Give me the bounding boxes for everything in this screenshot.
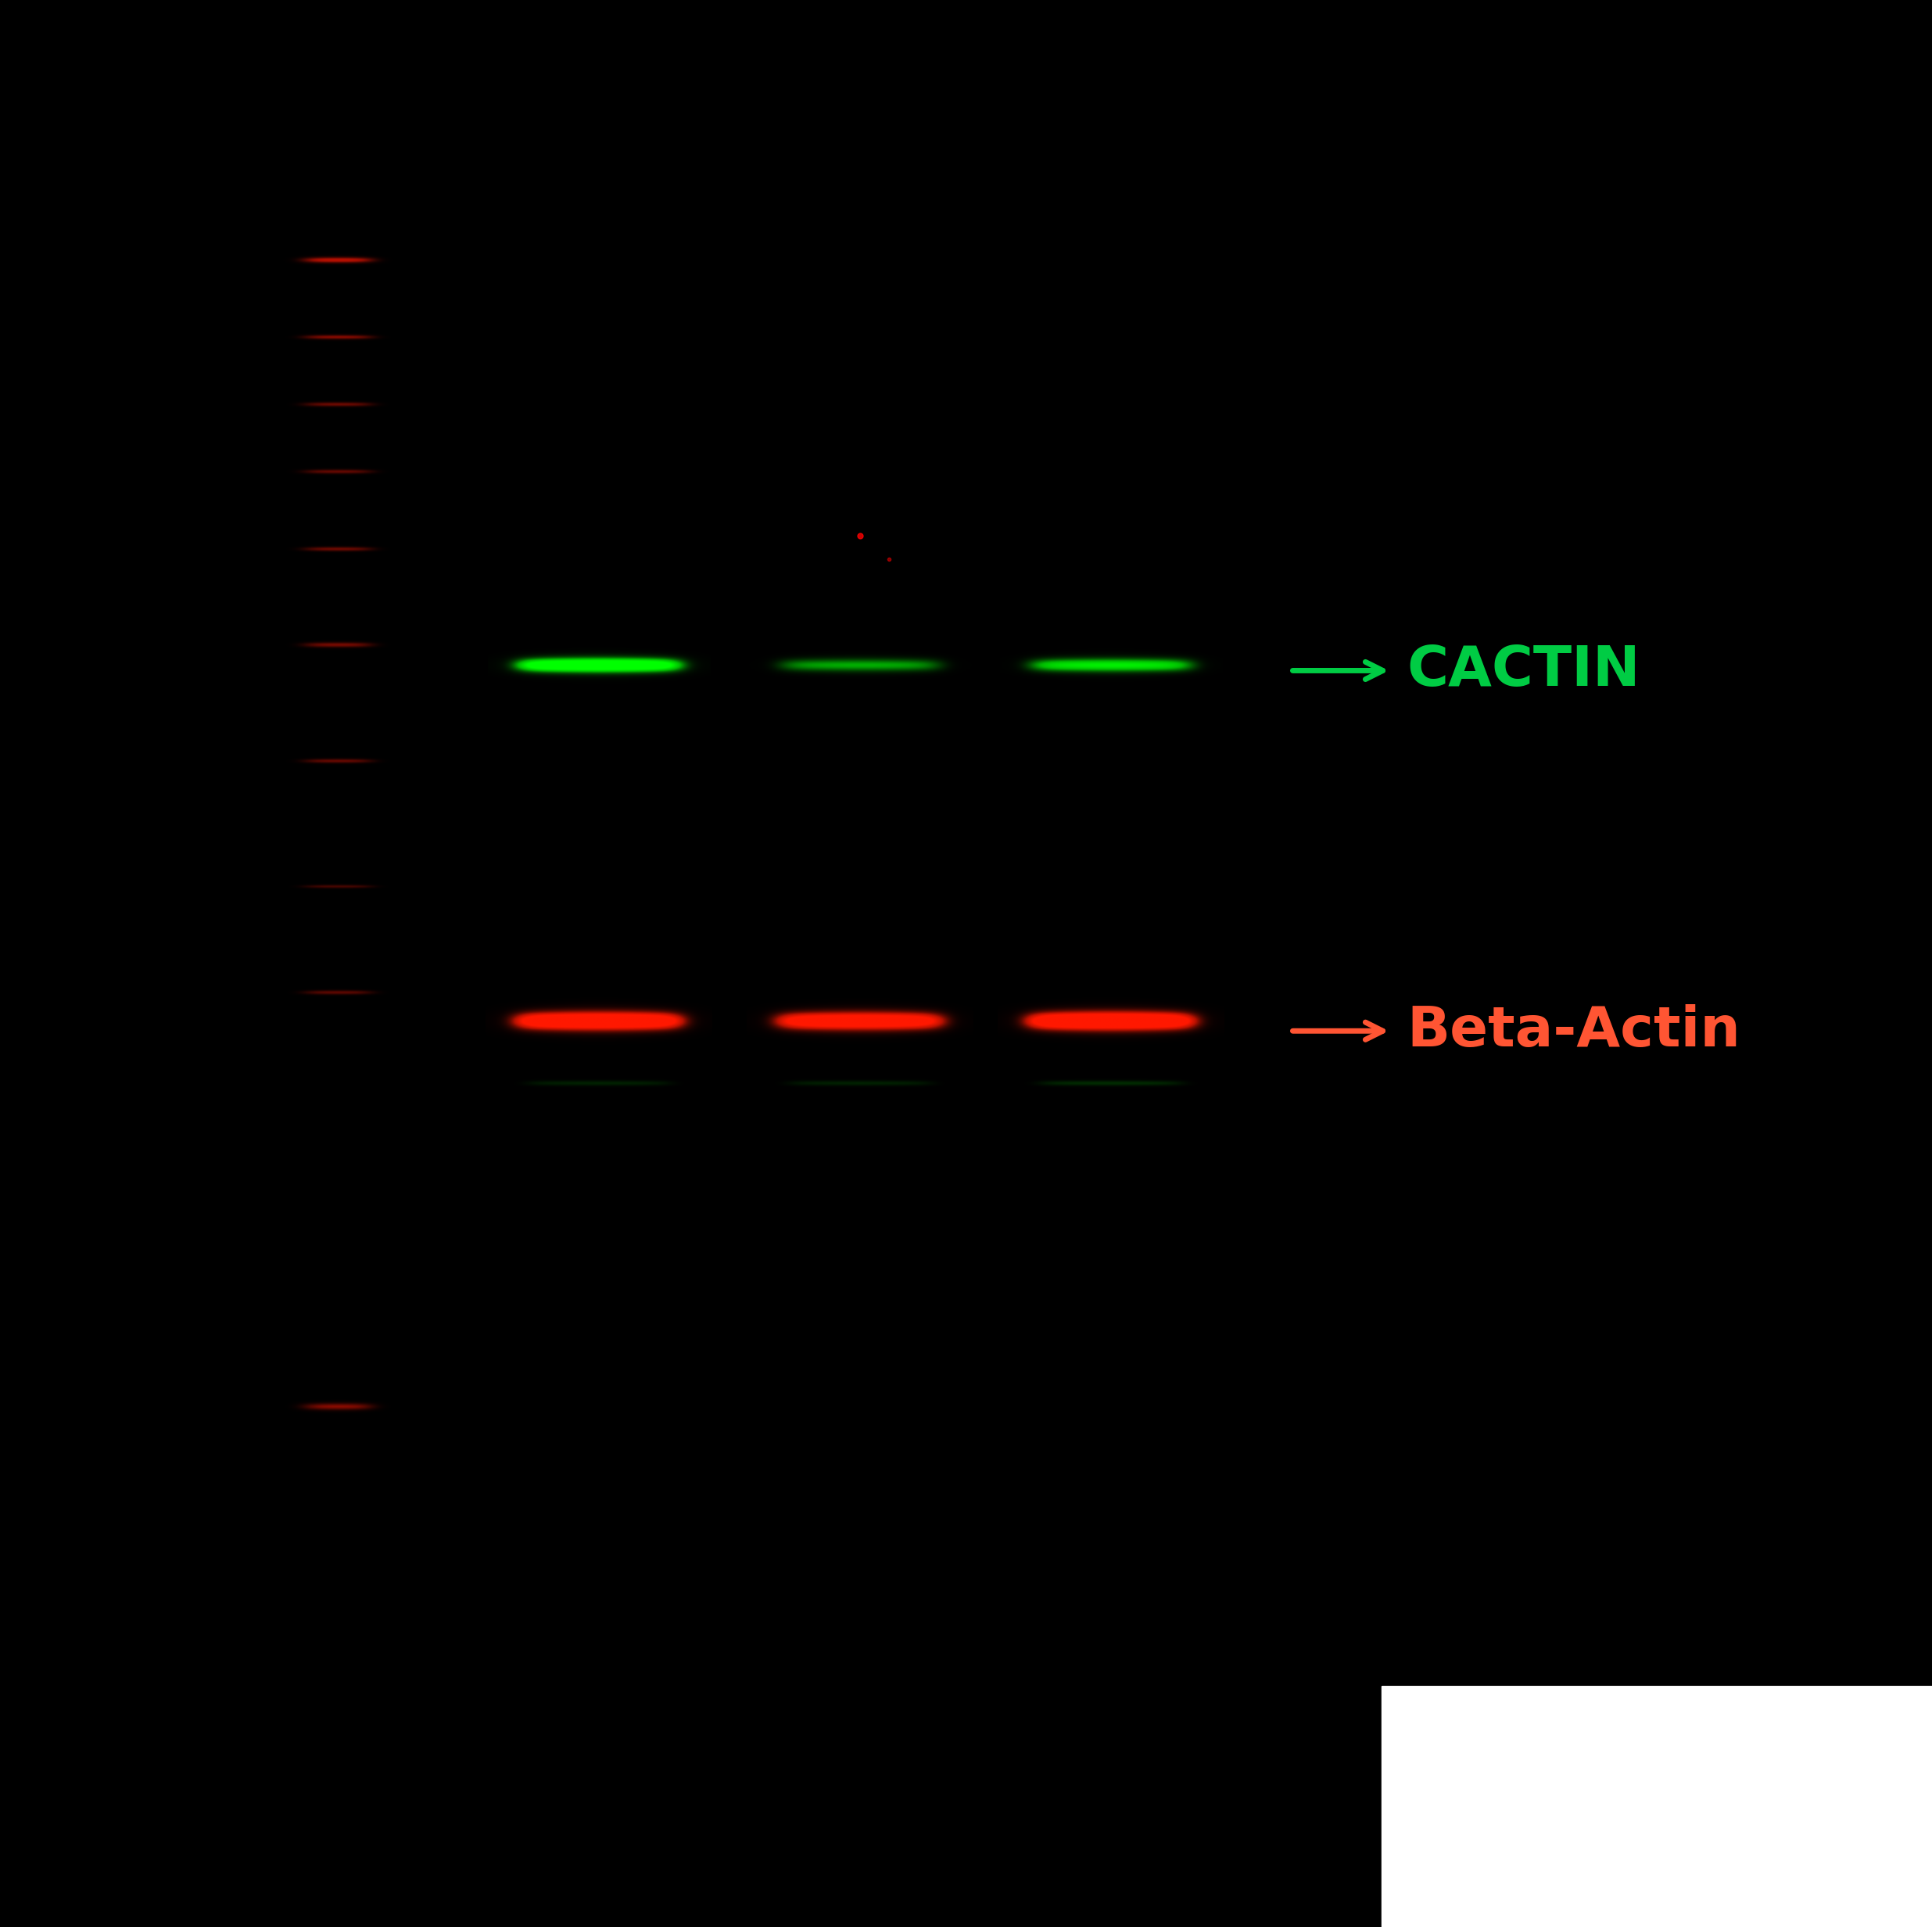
Text: Beta-Actin: Beta-Actin xyxy=(1406,1004,1741,1058)
Text: CACTIN: CACTIN xyxy=(1406,644,1640,698)
Bar xyxy=(1381,1686,1932,1927)
